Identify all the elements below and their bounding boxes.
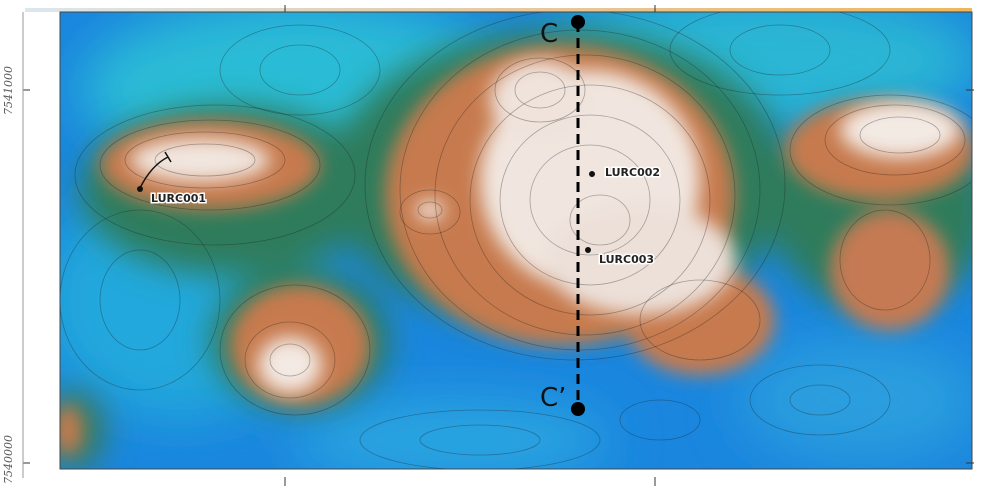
drillhole-label: LURC003 (599, 253, 654, 266)
section-start-marker[interactable] (571, 15, 585, 29)
drillhole-label: LURC002 (605, 166, 660, 179)
drillhole-lurc002[interactable]: LURC002 (589, 165, 662, 181)
contour-lines (60, 12, 972, 469)
collar-marker (585, 247, 591, 253)
top-strip (25, 8, 972, 12)
drillhole-lurc001[interactable]: LURC001 (137, 151, 208, 207)
y-tick-label: 7540000 (2, 435, 15, 484)
section-start-label: C (540, 19, 558, 49)
y-tick-label: 7541000 (2, 66, 15, 115)
drillhole-label: LURC001 (151, 192, 206, 205)
map-border (59, 11, 973, 470)
axis-ticks (23, 5, 974, 486)
drill-trace (139, 156, 169, 189)
drill-trace-end (164, 151, 172, 163)
drillhole-lurc003[interactable]: LURC003 (585, 247, 656, 268)
section-end-marker[interactable] (571, 402, 585, 416)
section-end-label: C’ (540, 383, 566, 413)
collar-marker (137, 186, 143, 192)
collar-marker (589, 171, 595, 177)
section-line[interactable]: C C’ (540, 15, 585, 416)
map-raster (60, 12, 972, 469)
